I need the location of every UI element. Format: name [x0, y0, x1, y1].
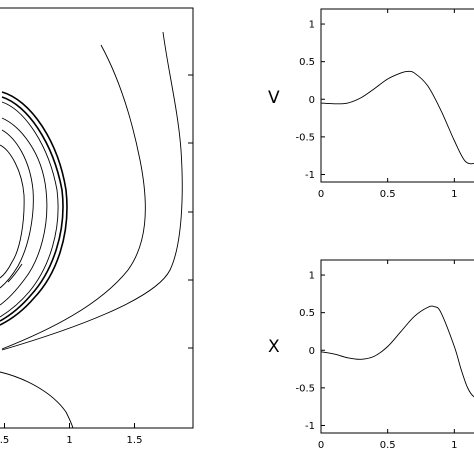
phase-x-tick-label: 1	[66, 435, 72, 446]
v-frame	[320, 8, 474, 183]
phase-limit-cycle-arc-a	[0, 91, 68, 326]
phase-portrait-ticks: .5 1 1.5	[0, 74, 193, 446]
x-x-tick-label: 0.5	[380, 440, 396, 451]
v-y-tick-label: -0.5	[295, 132, 315, 143]
v-y-tick-label: 1	[309, 20, 315, 31]
phase-curve-outer-1	[1, 31, 183, 351]
x-series-line	[320, 305, 474, 398]
v-series-line	[320, 70, 474, 165]
v-y-tick-label: -1	[305, 170, 315, 181]
v-ticks: 0 0.5 1 1 0.5 0 -0.5 -1	[295, 9, 458, 200]
v-panel: V 0 0.5 1 1 0.5 0 -0.5 -1	[268, 8, 474, 200]
phase-inner-loop-2	[0, 129, 34, 289]
phase-curve-bottom	[0, 371, 74, 429]
x-y-tick-label: 1	[309, 271, 315, 282]
phase-portrait-frame	[0, 7, 194, 429]
v-y-tick-label: 0.5	[299, 57, 315, 68]
x-x-tick-label: 1	[451, 440, 457, 451]
phase-inner-loop-3	[0, 144, 25, 279]
x-y-tick-label: 0.5	[299, 308, 315, 319]
x-ticks: 0 0.5 1 1 0.5 0 -0.5 -1	[295, 260, 458, 451]
phase-x-tick-label: 1.5	[127, 435, 143, 446]
phase-spiral-fragment	[7, 263, 23, 283]
x-ylabel: X	[268, 337, 280, 357]
x-y-tick-label: 0	[309, 346, 315, 357]
x-panel: X 0 0.5 1 1 0.5 0 -0.5 -1	[268, 259, 474, 451]
v-x-tick-label: 0.5	[380, 189, 396, 200]
x-y-tick-label: -1	[305, 421, 315, 432]
x-x-tick-label: 0	[318, 440, 324, 451]
phase-curve-outer-2	[1, 44, 146, 350]
v-x-tick-label: 0	[318, 189, 324, 200]
x-frame	[320, 259, 474, 434]
phase-portrait-panel: .5 1 1.5	[0, 7, 194, 446]
phase-limit-cycle-arc-c	[0, 101, 59, 318]
x-y-tick-label: -0.5	[295, 383, 315, 394]
phase-portrait-curves	[0, 31, 183, 429]
v-y-tick-label: 0	[309, 95, 315, 106]
phase-limit-cycle-arc-b	[0, 96, 64, 322]
v-ylabel: V	[268, 88, 280, 108]
v-x-tick-label: 1	[451, 189, 457, 200]
phase-x-tick-label: .5	[0, 435, 9, 446]
phase-inner-loop-1	[0, 117, 48, 306]
